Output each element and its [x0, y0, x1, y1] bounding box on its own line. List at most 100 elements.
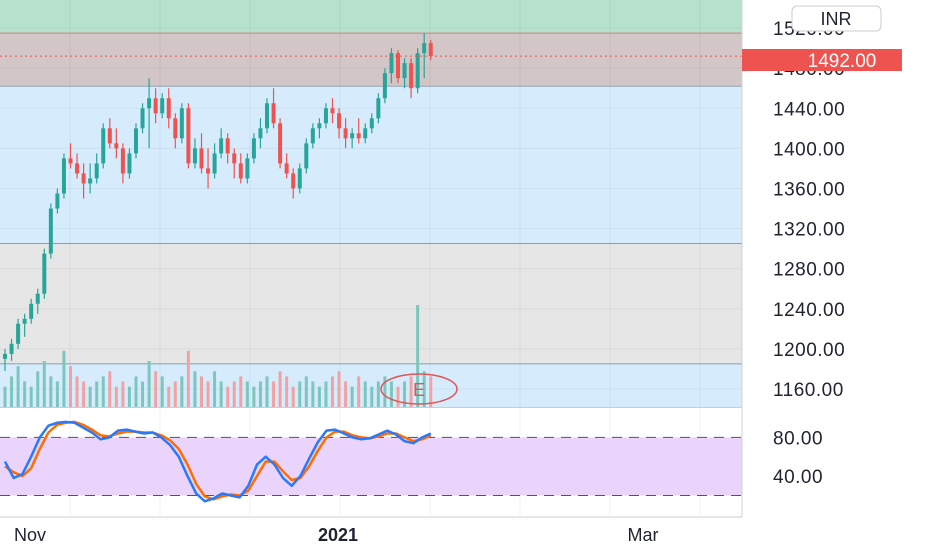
candlestick-series[interactable] [3, 33, 433, 371]
oscillator-axis: 80.00 40.00 [773, 428, 823, 488]
volume-bar [317, 386, 321, 407]
candle-body[interactable] [22, 318, 27, 324]
volume-bar [291, 386, 295, 407]
candle-body[interactable] [107, 128, 112, 144]
volume-bar [278, 371, 282, 407]
candle-body[interactable] [29, 303, 34, 319]
candle-body[interactable] [127, 153, 132, 174]
candle-body[interactable] [317, 123, 322, 129]
candle-body[interactable] [219, 138, 224, 154]
price-tick-label: 1320.00 [773, 220, 845, 241]
candle-body[interactable] [415, 53, 420, 89]
candle-body[interactable] [81, 173, 86, 184]
candle-body[interactable] [278, 123, 283, 164]
candle-body[interactable] [147, 98, 152, 109]
volume-bar [154, 371, 158, 407]
volume-bar [272, 381, 276, 407]
candle-body[interactable] [3, 353, 7, 359]
oscillator-tick-label: 80.00 [773, 428, 823, 449]
currency-button-box[interactable] [791, 5, 882, 32]
volume-bar [357, 376, 361, 407]
candle-body[interactable] [363, 128, 368, 139]
oscillator-band [0, 437, 742, 496]
candle-body[interactable] [396, 53, 400, 79]
candle-body[interactable] [61, 158, 66, 194]
candle-body[interactable] [310, 128, 315, 144]
candle-body[interactable] [42, 253, 47, 294]
candle-body[interactable] [101, 128, 106, 164]
price-tick-label: 1280.00 [773, 260, 845, 281]
candle-body[interactable] [245, 158, 250, 179]
currency-label: INR [821, 9, 852, 29]
candle-body[interactable] [192, 148, 197, 164]
candle-body[interactable] [88, 178, 93, 184]
candle-body[interactable] [284, 163, 289, 174]
volume-bar [245, 381, 249, 407]
candle-body[interactable] [232, 153, 237, 164]
oscillator-line-k[interactable] [3, 420, 432, 503]
oscillator-pane[interactable] [0, 407, 742, 518]
candle-body[interactable] [55, 193, 60, 209]
candle-body[interactable] [48, 208, 53, 254]
candle-body[interactable] [402, 63, 407, 79]
candle-body[interactable] [389, 53, 394, 74]
candle-body[interactable] [212, 153, 217, 174]
currency-button[interactable]: INR [791, 5, 882, 32]
price-zone [0, 243, 742, 364]
candle-body[interactable] [238, 163, 243, 179]
candle-body[interactable] [134, 128, 138, 154]
candle-body[interactable] [343, 128, 348, 139]
price-tick-label: 1240.00 [773, 300, 845, 321]
candle-body[interactable] [297, 168, 302, 189]
candle-body[interactable] [94, 163, 99, 179]
candle-body[interactable] [179, 108, 184, 139]
candle-body[interactable] [153, 98, 158, 114]
price-tick-label: 1360.00 [773, 179, 845, 200]
candle-body[interactable] [166, 98, 171, 119]
candle-body[interactable] [68, 158, 73, 164]
candle-body[interactable] [376, 98, 381, 119]
candle-body[interactable] [140, 108, 145, 129]
earnings-marker-label: E [413, 380, 425, 400]
candle-body[interactable] [199, 148, 204, 169]
candle-body[interactable] [428, 43, 433, 57]
candle-body[interactable] [356, 133, 361, 139]
volume-bar [304, 376, 308, 407]
candle-body[interactable] [114, 143, 119, 149]
candle-body[interactable] [337, 113, 342, 129]
candle-body[interactable] [350, 133, 355, 139]
candle-body[interactable] [304, 143, 309, 169]
candle-body[interactable] [271, 103, 276, 124]
candle-body[interactable] [9, 343, 14, 354]
candle-body[interactable] [120, 148, 125, 174]
candle-body[interactable] [291, 173, 296, 189]
candle-body[interactable] [369, 118, 374, 129]
volume-bar [409, 376, 413, 407]
candle-body[interactable] [206, 168, 211, 174]
earnings-marker[interactable]: E [380, 373, 458, 405]
volume-bar [258, 381, 262, 407]
candle-body[interactable] [35, 293, 40, 304]
candle-body[interactable] [409, 63, 414, 89]
candle-body[interactable] [258, 128, 263, 139]
volume-bar [311, 381, 315, 407]
candle-body[interactable] [382, 73, 387, 99]
volume-bar [75, 376, 79, 407]
volume-bar [232, 381, 236, 407]
earnings-marker-circle[interactable] [380, 373, 458, 405]
candle-body[interactable] [251, 138, 256, 159]
candle-body[interactable] [323, 108, 328, 124]
candle-body[interactable] [225, 138, 230, 154]
time-axis[interactable]: Nov 2021 Mar [14, 525, 659, 545]
candle-body[interactable] [173, 118, 178, 139]
candle-body[interactable] [265, 103, 269, 129]
candle-body[interactable] [160, 98, 165, 114]
candle-body[interactable] [422, 43, 427, 54]
candle-body[interactable] [16, 323, 21, 344]
volume-bar [173, 381, 177, 407]
candle-body[interactable] [75, 163, 80, 174]
candle-body[interactable] [186, 108, 191, 164]
price-zone [0, 33, 742, 87]
candle-body[interactable] [330, 108, 335, 114]
